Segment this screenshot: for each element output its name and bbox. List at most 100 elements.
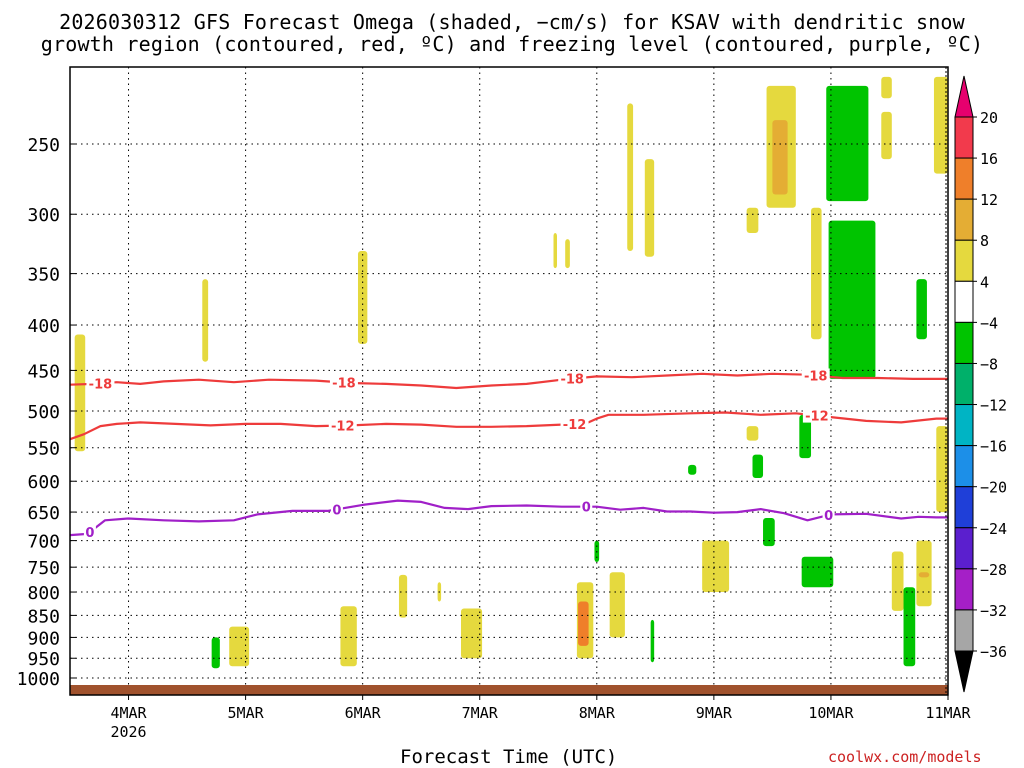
omega-region-14 [627,103,634,251]
contour-label-bg-freezing-level-0 [83,525,96,540]
colorbar-label-12: −32 [980,602,1007,620]
omega-region-8 [461,608,483,659]
axes-layer: 2503003504004505005506006507007508008509… [17,66,972,741]
y-tick-label-p600: 600 [27,472,60,493]
x-tick-label-day7: 7MAR [462,704,499,722]
contour-label-dgz-top-1: -18 [332,377,356,392]
y-tick-label-p450: 450 [27,361,60,382]
omega-region-16 [650,619,655,663]
y-tick-label-p900: 900 [27,628,60,649]
contour-label-bg-dgz-top-1 [329,375,358,390]
omega-shading-layer [74,76,948,669]
contour-label-freezing-level-0: 0 [85,526,94,541]
omega-region-23 [746,426,759,441]
omega-region-29 [826,85,869,202]
contour-freezing-level [69,499,948,537]
omega-region-6 [398,574,408,618]
ground-layer [70,685,948,695]
omega-region-22 [746,207,759,234]
omega-region-4 [340,606,357,667]
contour-layer: -18 -18 -18 -18 -12 -12 -12 0 0 0 0 [69,368,948,541]
colorbar-label-9: −20 [980,479,1007,497]
chart-title-line-2: growth region (contoured, red, ºC) and f… [40,32,984,56]
omega-region-13 [609,572,625,638]
contour-label-dgz-bottom-2: -12 [805,410,829,425]
y-tick-label-p700: 700 [27,532,60,553]
y-tick-label-p950: 950 [27,649,60,670]
y-tick-label-p250: 250 [27,135,60,156]
contour-label-dgz-top-2: -18 [560,373,584,388]
colorbar-label-6: −8 [980,355,998,373]
colorbar-segment-11 [954,568,974,611]
colorbar-label-8: −16 [980,438,1007,456]
colorbar-label-1: 16 [980,150,998,168]
contour-label-freezing-level-3: 0 [824,509,833,524]
y-tick-label-p650: 650 [27,503,60,524]
omega-region-28 [801,556,834,588]
omega-region-37 [918,572,930,578]
contour-label-dgz-top-3: -18 [804,369,828,384]
colorbar-label-13: −36 [980,643,1007,661]
colorbar-bottom-arrow [954,650,974,693]
y-tick-label-p300: 300 [27,205,60,226]
y-tick-label-p800: 800 [27,583,60,604]
colorbar-segment-10 [954,527,974,570]
x-tick-label-day6: 6MAR [345,704,382,722]
x-tick-label-day5: 5MAR [228,704,265,722]
contour-label-freezing-level-2: 0 [582,501,591,516]
omega-region-33 [881,76,892,99]
omega-region-0 [74,334,86,452]
omega-region-32 [891,551,904,611]
omega-region-5 [357,250,368,344]
contour-label-bg-dgz-top-2 [558,371,587,386]
omega-region-34 [881,111,892,160]
contour-dgz-bottom [69,411,948,441]
omega-region-12 [578,601,589,646]
omega-region-30 [828,220,876,379]
colorbar-segment-3 [954,239,974,282]
y-tick-label-p750: 750 [27,558,60,579]
omega-region-2 [229,626,250,667]
x-axis-label: Forecast Time (UTC) [400,746,618,768]
colorbar-label-11: −28 [980,561,1007,579]
contour-label-bg-freezing-level-2 [580,499,593,514]
colorbar-segment-0 [954,116,974,159]
colorbar-label-3: 8 [980,232,989,250]
contour-label-dgz-top-0: -18 [89,377,113,392]
colorbar-label-10: −24 [980,520,1007,538]
colorbar-segment-4 [954,280,974,323]
colorbar-label-0: 20 [980,109,998,127]
omega-region-1 [202,279,209,362]
contour-label-bg-dgz-bottom-1 [560,417,589,432]
colorbar-top-arrow [954,75,974,118]
x-tick-label-day11: 11MAR [925,704,971,722]
ground-band [70,685,948,695]
omega-region-24 [752,454,764,479]
colorbar-segment-8 [954,445,974,488]
colorbar-segment-2 [954,198,974,241]
contour-label-bg-freezing-level-1 [330,502,343,517]
omega-region-9 [553,233,557,269]
y-tick-label-p550: 550 [27,439,60,460]
colorbar-segment-9 [954,486,974,529]
y-tick-label-p500: 500 [27,402,60,423]
omega-region-10 [565,239,570,269]
contour-label-dgz-bottom-1: -12 [563,418,587,433]
y-tick-label-p1000: 1000 [17,669,60,690]
chart-title-line-1: 2026030312 GFS Forecast Omega (shaded, −… [59,10,965,34]
x-tick-label-day10: 10MAR [808,704,854,722]
omega-region-3 [211,637,220,669]
colorbar-label-7: −12 [980,397,1007,415]
omega-region-15 [644,159,655,257]
omega-region-21 [772,120,788,195]
contour-label-dgz-bottom-0: -12 [331,420,355,435]
x-tick-label-day4: 4MAR [110,704,147,722]
contour-label-bg-freezing-level-3 [822,508,835,523]
colorbar-label-2: 12 [980,191,998,209]
omega-region-38 [933,76,948,174]
x-tick-label-day9: 9MAR [696,704,733,722]
colorbar-label-5: −4 [980,314,998,332]
colorbar-label-4: 4 [980,273,989,291]
contour-label-bg-dgz-bottom-0 [328,418,357,433]
